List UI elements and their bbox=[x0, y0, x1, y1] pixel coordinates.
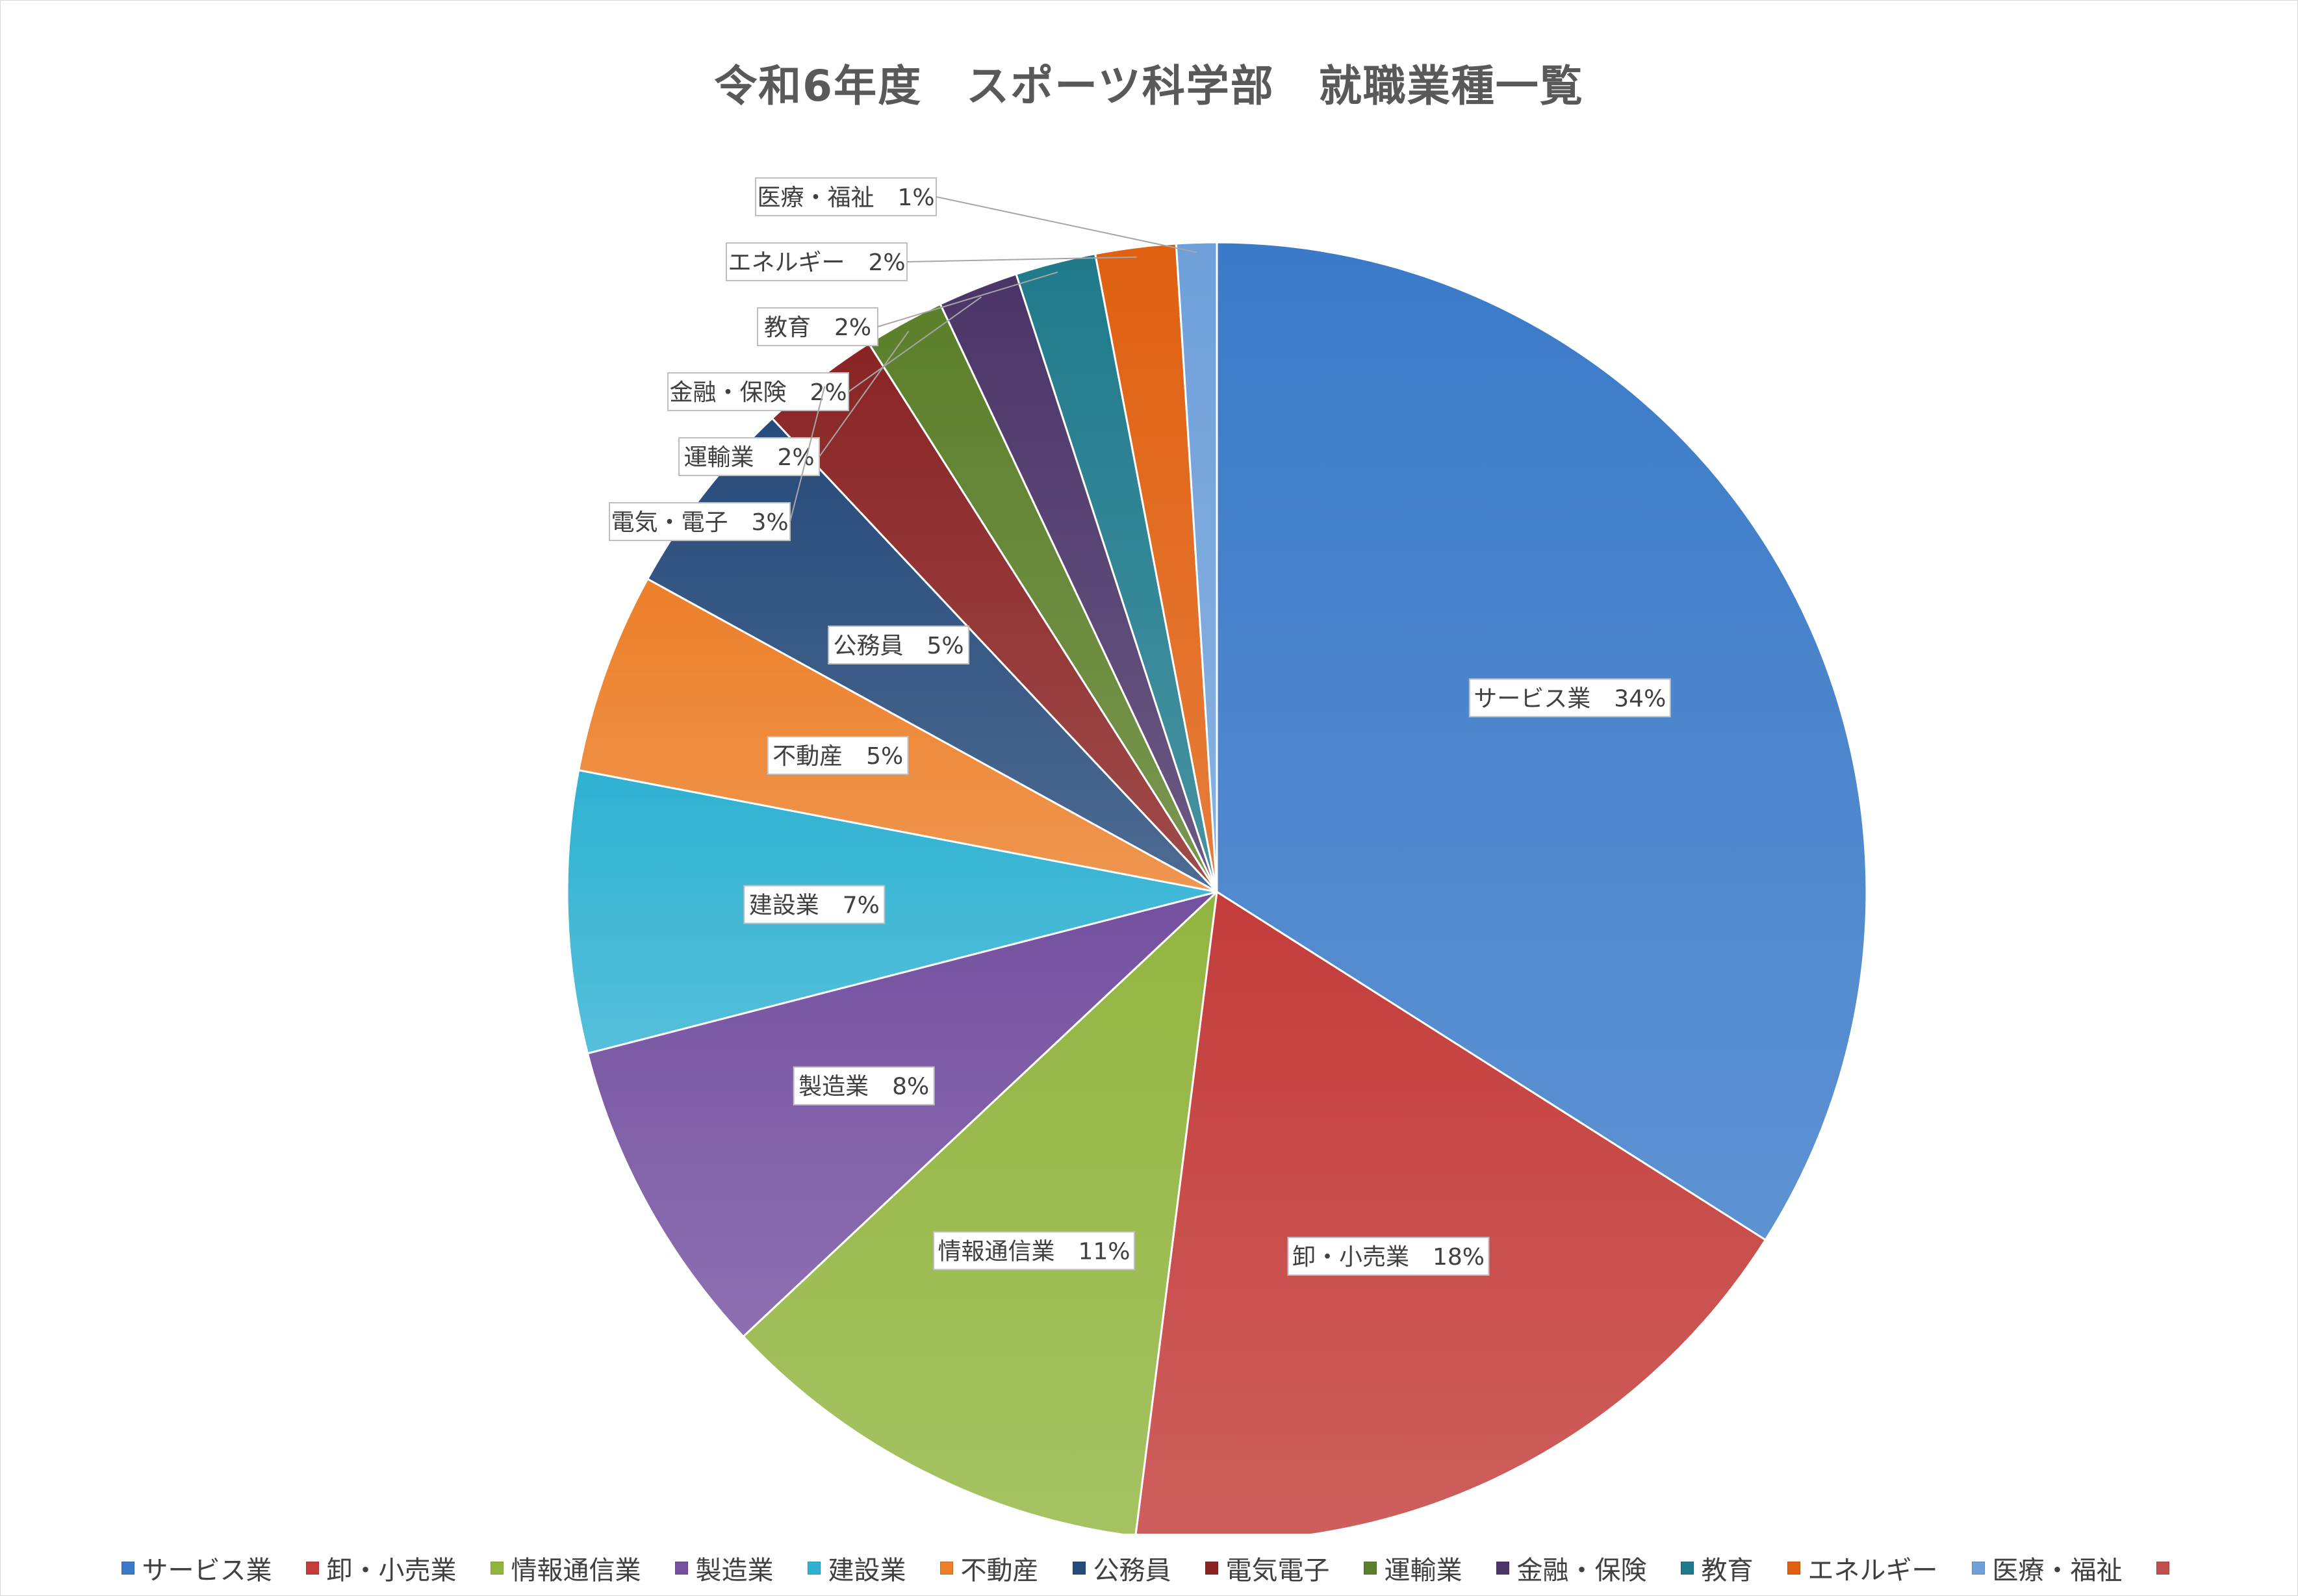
svg-text:運輸業 2%: 運輸業 2% bbox=[683, 444, 814, 471]
legend-item: 電気電子 bbox=[1205, 1549, 1330, 1587]
pie-slice bbox=[1134, 891, 1767, 1534]
data-label: 医療・福祉 1% bbox=[755, 177, 937, 216]
pie-slice bbox=[578, 577, 1218, 893]
legend-item: エネルギー bbox=[1787, 1549, 1938, 1587]
data-label: 電気・電子 3% bbox=[609, 502, 791, 541]
svg-text:卸・小売業 18%: 卸・小売業 18% bbox=[1292, 1244, 1485, 1271]
svg-text:建設業 7%: 建設業 7% bbox=[749, 892, 880, 918]
legend-label: サービス業 bbox=[142, 1556, 272, 1586]
svg-text:教育 2%: 教育 2% bbox=[764, 314, 871, 341]
data-label: エネルギー 2% bbox=[726, 242, 908, 281]
legend-item: サービス業 bbox=[121, 1549, 272, 1587]
legend-item: 医療・福祉 bbox=[1971, 1549, 2123, 1587]
legend-item: 建設業 bbox=[807, 1549, 906, 1587]
legend-label: 情報通信業 bbox=[511, 1556, 641, 1586]
legend-swatch bbox=[939, 1562, 953, 1575]
data-label: サービス業 34% bbox=[1468, 678, 1671, 718]
legend-swatch bbox=[305, 1562, 319, 1575]
legend-item: 情報通信業 bbox=[490, 1549, 641, 1587]
svg-text:電気・電子 3%: 電気・電子 3% bbox=[611, 509, 788, 536]
legend-label: エネルギー bbox=[1807, 1556, 1938, 1586]
legend-item: 製造業 bbox=[674, 1549, 774, 1587]
data-label: 運輸業 2% bbox=[678, 437, 820, 476]
legend-swatch bbox=[807, 1562, 821, 1575]
legend-label: 運輸業 bbox=[1384, 1556, 1462, 1586]
legend-label: 医療・福祉 bbox=[1992, 1556, 2123, 1586]
legend-label: 金融・保険 bbox=[1516, 1556, 1647, 1586]
pie-chart: サービス業 34% 卸・小売業 18% 情報通信業 11% 製造業 8% 建設業 7% 不… bbox=[566, 177, 1868, 1534]
svg-text:エネルギー 2%: エネルギー 2% bbox=[728, 249, 905, 276]
data-label: 教育 2% bbox=[757, 307, 878, 346]
legend-label: 製造業 bbox=[695, 1556, 774, 1586]
legend-swatch bbox=[2156, 1562, 2169, 1575]
pie-slice bbox=[742, 891, 1218, 1534]
data-label: 公務員 5% bbox=[828, 625, 970, 665]
legend-item: 金融・保険 bbox=[1496, 1549, 1647, 1587]
chart-legend: サービス業 卸・小売業 情報通信業 製造業 建設業 不動産 公務員 電気電子 運輸業 金融・保険 教… bbox=[1, 1549, 2297, 1588]
legend-item: 不動産 bbox=[939, 1549, 1039, 1587]
data-label: 卸・小売業 18% bbox=[1287, 1236, 1490, 1276]
data-label: 情報通信業 11% bbox=[933, 1231, 1136, 1271]
svg-text:サービス業 34%: サービス業 34% bbox=[1474, 685, 1666, 712]
data-label: 金融・保険 2% bbox=[667, 372, 849, 411]
svg-text:医療・福祉 1%: 医療・福祉 1% bbox=[757, 184, 934, 211]
legend-item: 教育 bbox=[1680, 1549, 1754, 1587]
svg-text:金融・保険 2%: 金融・保険 2% bbox=[669, 379, 847, 406]
legend-item bbox=[2156, 1562, 2177, 1575]
legend-label: 教育 bbox=[1701, 1556, 1754, 1586]
data-label: 建設業 7% bbox=[743, 885, 886, 924]
legend-swatch bbox=[1971, 1562, 1985, 1575]
pie-slice bbox=[1216, 241, 1868, 1241]
svg-text:公務員 5%: 公務員 5% bbox=[834, 633, 964, 659]
legend-label: 不動産 bbox=[960, 1556, 1039, 1586]
legend-swatch bbox=[1787, 1562, 1800, 1575]
legend-item: 運輸業 bbox=[1363, 1549, 1462, 1587]
legend-swatch bbox=[674, 1562, 688, 1575]
svg-text:製造業 8%: 製造業 8% bbox=[798, 1074, 929, 1100]
pie-slice bbox=[586, 891, 1218, 1338]
legend-swatch bbox=[1205, 1562, 1218, 1575]
legend-label: 卸・小売業 bbox=[326, 1556, 457, 1586]
data-label: 不動産 5% bbox=[767, 735, 909, 775]
legend-swatch bbox=[1680, 1562, 1694, 1575]
legend-swatch bbox=[1496, 1562, 1509, 1575]
legend-label: 公務員 bbox=[1093, 1556, 1171, 1586]
chart-title: 令和6年度 スポーツ科学部 就職業種一覧 bbox=[1, 51, 2297, 114]
data-label: 製造業 8% bbox=[793, 1066, 935, 1106]
pie-slice bbox=[566, 769, 1218, 1055]
legend-item: 卸・小売業 bbox=[305, 1549, 457, 1587]
legend-item: 公務員 bbox=[1072, 1549, 1171, 1587]
legend-swatch bbox=[1363, 1562, 1377, 1575]
legend-label: 建設業 bbox=[828, 1556, 906, 1586]
legend-label: 電気電子 bbox=[1225, 1556, 1330, 1586]
svg-text:不動産 5%: 不動産 5% bbox=[772, 743, 903, 770]
pie-slice bbox=[1175, 241, 1218, 893]
legend-swatch bbox=[1072, 1562, 1086, 1575]
legend-swatch bbox=[121, 1562, 134, 1575]
svg-text:情報通信業 11%: 情報通信業 11% bbox=[938, 1238, 1130, 1265]
legend-swatch bbox=[490, 1562, 504, 1575]
